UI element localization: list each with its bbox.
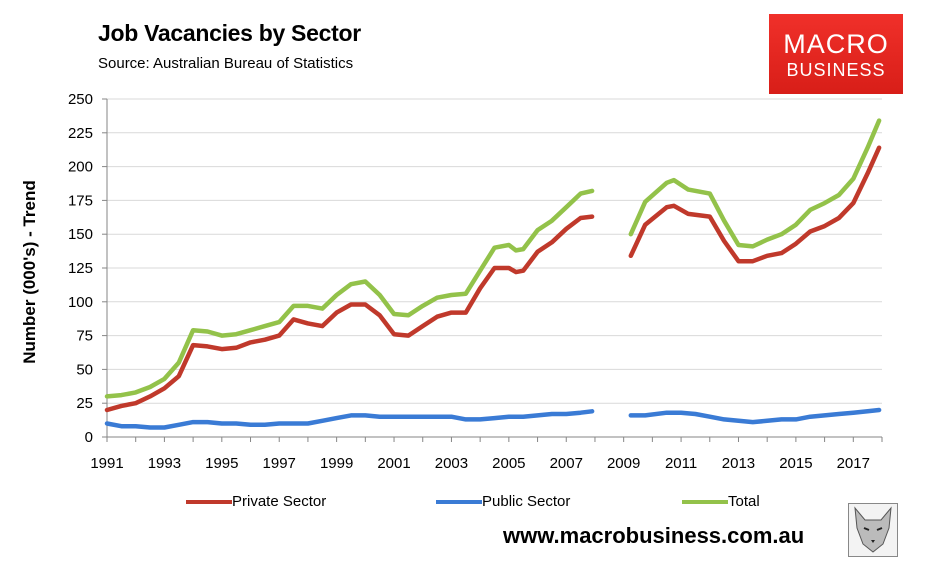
legend-label-public-sector: Public Sector: [482, 493, 571, 510]
logo-line-2: BUSINESS: [786, 60, 886, 80]
x-tick-label-2011: 2011: [665, 455, 697, 472]
legend-label-total: Total: [728, 493, 760, 510]
y-tick-label-175: 175: [68, 192, 93, 209]
x-tick-label-2017: 2017: [837, 455, 870, 472]
series-line-private-sector-1: [104, 214, 595, 413]
y-tick-label-50: 50: [76, 361, 93, 378]
legend-swatch-public-sector: [436, 499, 482, 504]
legend-item-public-sector: Public Sector: [436, 493, 570, 510]
website-url: www.macrobusiness.com.au: [503, 523, 805, 548]
legend-item-total: Total: [682, 493, 760, 510]
y-tick-label-125: 125: [68, 260, 93, 277]
legend-swatch-total: [682, 499, 728, 504]
chart-title: Job Vacancies by Sector: [98, 20, 361, 46]
x-tick-label-2013: 2013: [722, 455, 755, 472]
y-tick-label-25: 25: [76, 395, 93, 412]
x-tick-label-1991: 1991: [90, 455, 123, 472]
series-line-public-sector-2: [628, 407, 882, 425]
x-tick-label-2003: 2003: [435, 455, 468, 472]
x-tick-label-2005: 2005: [492, 455, 525, 472]
x-tick-label-1999: 1999: [320, 455, 353, 472]
series-line-public-sector-1: [104, 409, 595, 430]
series-line-total-2: [628, 118, 882, 249]
macrobusiness-logo: MACRO BUSINESS: [769, 14, 903, 94]
x-tick-label-2007: 2007: [550, 455, 583, 472]
x-tick-label-2009: 2009: [607, 455, 640, 472]
y-tick-label-0: 0: [85, 429, 93, 446]
y-tick-label-200: 200: [68, 159, 93, 176]
series-line-private-sector-2: [628, 145, 882, 264]
y-tick-label-150: 150: [68, 226, 93, 243]
wolf-logo-icon: [848, 503, 898, 557]
y-tick-label-100: 100: [68, 294, 93, 311]
series-line-total-1: [104, 188, 595, 399]
legend-item-private-sector: Private Sector: [186, 493, 326, 510]
y-tick-label-225: 225: [68, 125, 93, 142]
x-tick-label-2015: 2015: [779, 455, 812, 472]
chart-subtitle: Source: Australian Bureau of Statistics: [98, 55, 354, 72]
y-tick-label-75: 75: [76, 328, 93, 345]
x-tick-label-1993: 1993: [148, 455, 181, 472]
x-tick-label-1995: 1995: [205, 455, 238, 472]
legend-label-private-sector: Private Sector: [232, 493, 327, 510]
x-tick-label-1997: 1997: [263, 455, 296, 472]
x-tick-label-2001: 2001: [377, 455, 410, 472]
legend-swatch-private-sector: [186, 499, 232, 504]
logo-line-1: MACRO: [783, 29, 889, 59]
y-tick-label-250: 250: [68, 91, 93, 108]
